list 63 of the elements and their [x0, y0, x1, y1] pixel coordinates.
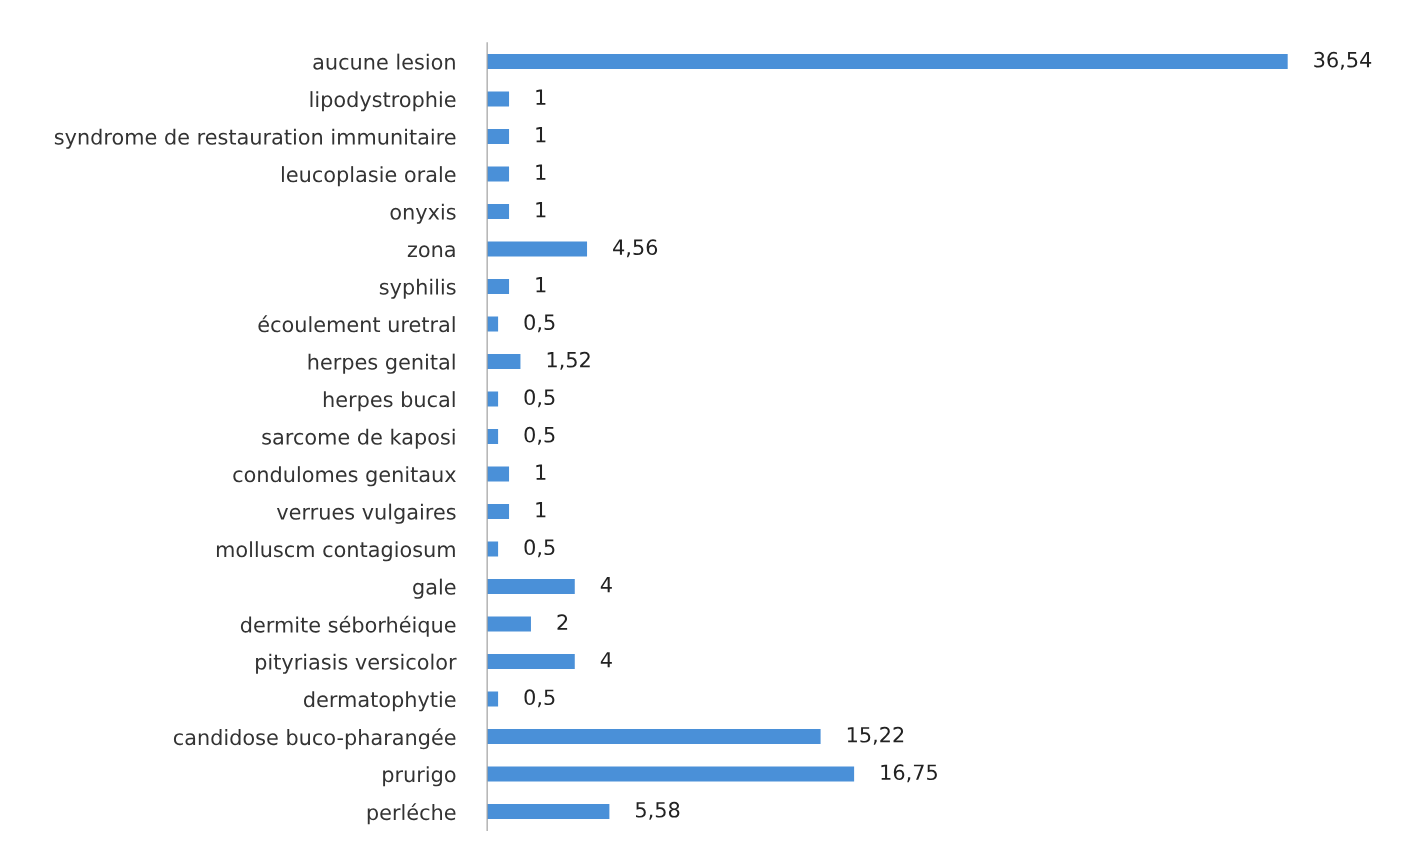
bar: [487, 279, 510, 295]
y-tick-label: condulomes genitaux: [233, 466, 456, 487]
data-label: 4,56: [613, 239, 658, 258]
data-label: 4: [600, 577, 612, 593]
bar: [487, 391, 499, 407]
y-tick-label: dermite séborhéique: [240, 615, 456, 637]
bar: [487, 466, 510, 482]
bar: [487, 729, 821, 745]
bar: [487, 316, 499, 332]
y-tick-label: dermatophytie: [303, 691, 456, 712]
bar: [487, 541, 499, 557]
data-label: 1: [536, 277, 546, 293]
bar: [487, 691, 499, 707]
y-tick-label: molluscm contagiosum: [216, 541, 455, 562]
y-tick-label: syndrome de restauration immunitaire: [54, 128, 456, 149]
y-tick-label: sarcome de kaposi: [262, 428, 455, 449]
bar: [487, 54, 1288, 70]
y-tick-label: lipodystrophie: [310, 91, 456, 112]
y-tick-label: zona: [407, 245, 455, 258]
bar: [487, 241, 588, 257]
data-label: 1: [536, 164, 546, 180]
bar: [487, 429, 499, 445]
y-tick-label: herpes bucal: [323, 391, 455, 412]
data-label: 1,52: [547, 351, 590, 370]
y-tick-label: pityriasis versicolor: [256, 653, 457, 674]
data-label: 1: [536, 89, 546, 105]
y-tick-label: gale: [413, 578, 456, 599]
bar: [487, 804, 610, 820]
y-tick-label: prurigo: [383, 766, 456, 787]
bar: [487, 504, 510, 520]
y-tick-label: candidose buco-pharangée: [173, 728, 456, 750]
data-label: 1: [536, 502, 546, 518]
data-label: 1: [536, 127, 546, 143]
data-label: 4: [600, 652, 612, 668]
bar: [487, 91, 510, 107]
data-label: 5,58: [636, 801, 680, 820]
data-label: 15,22: [847, 726, 904, 745]
bar: [487, 654, 575, 670]
bar: [487, 166, 510, 182]
y-tick-label: verrues vulgaires: [276, 503, 456, 524]
y-tick-label: perléche: [367, 803, 456, 825]
bar: [487, 204, 510, 220]
data-label: 0,5: [524, 689, 555, 708]
data-label: 2: [557, 614, 568, 630]
bar: [487, 766, 855, 782]
bar: [487, 129, 510, 145]
y-tick-label: herpes genital: [308, 353, 455, 374]
y-tick-label: écoulement uretral: [258, 315, 455, 333]
y-tick-label: onyxis: [390, 203, 456, 224]
data-label: 0,5: [524, 426, 555, 445]
data-label: 0,5: [524, 389, 555, 408]
bar: [487, 354, 521, 370]
y-tick-label: aucune lesion: [313, 53, 455, 70]
data-label: 1: [536, 202, 546, 218]
data-label: 36,54: [1314, 51, 1372, 70]
bar: [487, 579, 575, 595]
data-label: 1: [536, 464, 546, 480]
y-tick-label: syphilis: [379, 278, 456, 299]
bar: [487, 616, 531, 632]
data-label: 0,5: [524, 314, 555, 333]
data-label: 0,5: [524, 539, 555, 558]
y-tick-label: leucoplasie orale: [281, 166, 456, 187]
data-label: 16,75: [881, 764, 937, 783]
